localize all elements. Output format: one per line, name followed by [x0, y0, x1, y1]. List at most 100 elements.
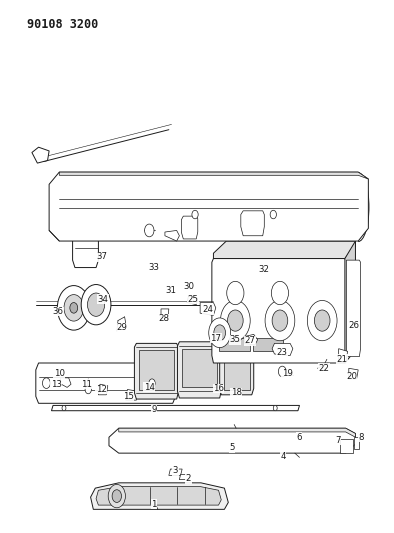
- Polygon shape: [214, 241, 355, 259]
- Circle shape: [43, 378, 50, 389]
- Circle shape: [227, 310, 243, 331]
- Text: 25: 25: [188, 295, 199, 304]
- Polygon shape: [62, 297, 85, 316]
- Circle shape: [272, 310, 288, 331]
- Text: 14: 14: [144, 383, 155, 392]
- Circle shape: [279, 366, 286, 377]
- Polygon shape: [346, 260, 361, 357]
- Text: 3: 3: [173, 466, 178, 475]
- Polygon shape: [169, 469, 182, 475]
- Circle shape: [85, 385, 91, 394]
- Polygon shape: [72, 233, 98, 268]
- Circle shape: [314, 310, 330, 331]
- Polygon shape: [91, 483, 228, 510]
- Polygon shape: [98, 384, 108, 395]
- Circle shape: [265, 301, 295, 341]
- Polygon shape: [245, 334, 258, 345]
- Text: 7: 7: [335, 436, 340, 445]
- Polygon shape: [32, 147, 49, 163]
- Text: 24: 24: [203, 305, 214, 314]
- Text: 32: 32: [258, 265, 269, 273]
- Text: 8: 8: [359, 433, 364, 442]
- Polygon shape: [220, 345, 254, 395]
- Polygon shape: [161, 309, 169, 320]
- Text: 37: 37: [97, 253, 108, 262]
- Text: 12: 12: [96, 385, 107, 394]
- Circle shape: [214, 325, 225, 341]
- Polygon shape: [179, 474, 190, 480]
- Text: 33: 33: [149, 263, 160, 272]
- Text: 26: 26: [348, 321, 359, 330]
- Circle shape: [270, 211, 277, 219]
- Polygon shape: [109, 428, 355, 453]
- Polygon shape: [52, 406, 299, 411]
- Text: 10: 10: [54, 369, 65, 378]
- Circle shape: [149, 379, 155, 387]
- Text: 30: 30: [184, 282, 195, 291]
- Polygon shape: [71, 232, 102, 237]
- Text: 35: 35: [230, 335, 241, 344]
- Text: 28: 28: [158, 314, 169, 323]
- Circle shape: [58, 286, 90, 330]
- Polygon shape: [96, 487, 221, 505]
- Circle shape: [307, 301, 337, 341]
- Polygon shape: [182, 349, 217, 387]
- Text: 6: 6: [296, 433, 301, 442]
- Polygon shape: [200, 303, 216, 316]
- Polygon shape: [272, 343, 293, 356]
- Text: 2: 2: [186, 474, 191, 483]
- Polygon shape: [219, 338, 250, 351]
- Polygon shape: [349, 368, 358, 379]
- Circle shape: [209, 318, 230, 348]
- Polygon shape: [49, 172, 368, 241]
- Text: 90108 3200: 90108 3200: [27, 18, 98, 31]
- Text: 9: 9: [151, 405, 157, 414]
- Text: 29: 29: [117, 323, 127, 332]
- Text: 31: 31: [165, 286, 176, 295]
- Polygon shape: [253, 338, 283, 351]
- Text: 27: 27: [244, 336, 255, 345]
- Polygon shape: [126, 390, 138, 400]
- Polygon shape: [165, 230, 179, 241]
- Text: 5: 5: [229, 443, 235, 453]
- Polygon shape: [212, 259, 346, 363]
- Polygon shape: [181, 216, 198, 239]
- Polygon shape: [354, 437, 359, 449]
- Circle shape: [145, 224, 154, 237]
- Text: 17: 17: [210, 334, 221, 343]
- Circle shape: [87, 293, 105, 317]
- Text: 11: 11: [81, 379, 92, 389]
- Polygon shape: [338, 349, 348, 363]
- Polygon shape: [340, 439, 353, 453]
- Text: 20: 20: [346, 372, 357, 381]
- Circle shape: [192, 211, 198, 219]
- Text: 23: 23: [277, 348, 288, 357]
- Polygon shape: [345, 241, 355, 363]
- Polygon shape: [177, 342, 221, 398]
- Polygon shape: [59, 172, 368, 179]
- Circle shape: [70, 303, 78, 313]
- Circle shape: [112, 490, 121, 503]
- Text: 18: 18: [230, 388, 242, 397]
- Polygon shape: [36, 363, 175, 403]
- Text: 19: 19: [282, 369, 292, 378]
- Circle shape: [271, 281, 288, 305]
- Circle shape: [62, 406, 66, 411]
- Text: 21: 21: [336, 355, 347, 364]
- Circle shape: [227, 281, 244, 305]
- Polygon shape: [134, 343, 178, 399]
- Polygon shape: [187, 296, 198, 305]
- Text: 22: 22: [319, 364, 330, 373]
- Text: 1: 1: [151, 499, 157, 508]
- Circle shape: [81, 285, 111, 325]
- Text: 15: 15: [123, 392, 134, 401]
- Circle shape: [64, 295, 84, 321]
- Text: 4: 4: [280, 452, 286, 461]
- Polygon shape: [139, 350, 174, 390]
- Polygon shape: [119, 428, 355, 437]
- Text: 13: 13: [51, 379, 61, 389]
- Polygon shape: [224, 351, 250, 390]
- Polygon shape: [241, 211, 264, 236]
- Polygon shape: [59, 378, 71, 387]
- Text: 36: 36: [53, 307, 63, 316]
